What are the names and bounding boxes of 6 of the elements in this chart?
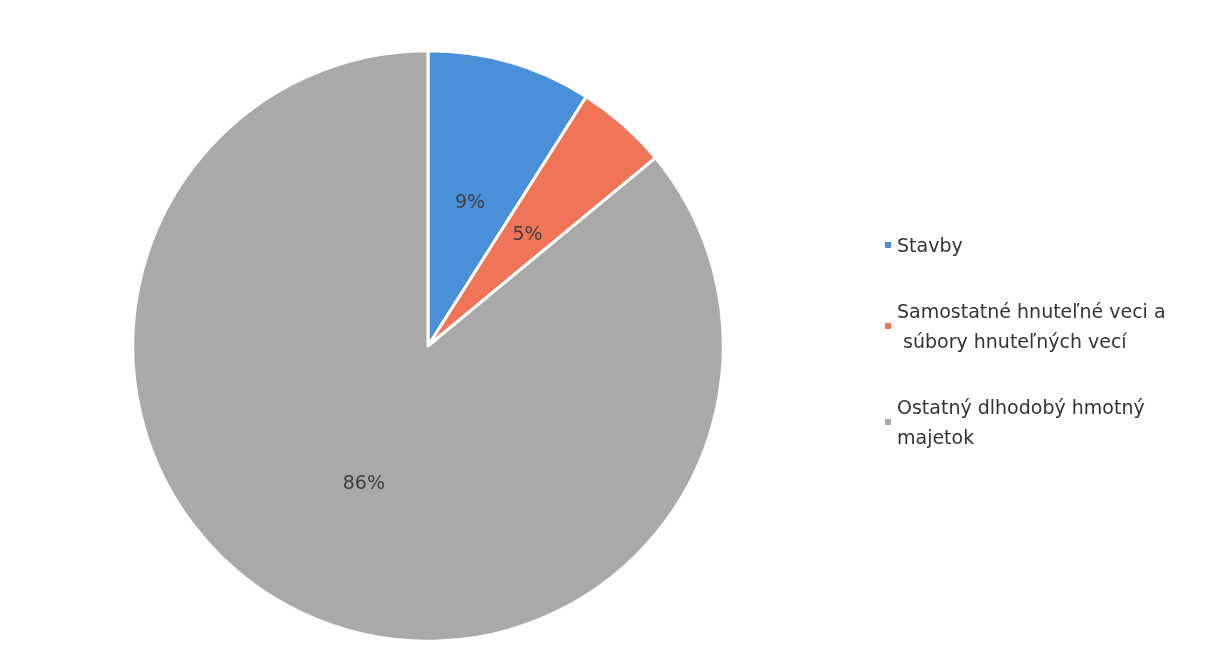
legend-label: Ostatný dlhodobý hmotný majetok (897, 396, 1151, 448)
data-label: 9% (454, 190, 486, 213)
data-label: 5% (512, 222, 543, 245)
legend-label: Stavby (897, 234, 963, 256)
data-label: 86% (342, 471, 385, 494)
legend-label: Samostatné hnuteľné veci a súbory hnuteľných vecí (897, 300, 1166, 352)
